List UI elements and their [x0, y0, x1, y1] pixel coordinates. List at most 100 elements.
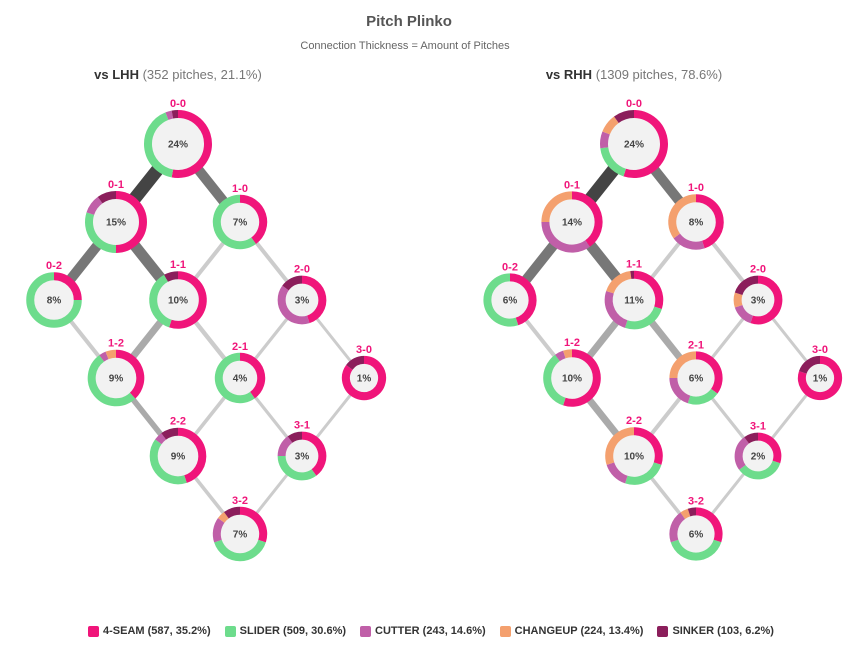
donut-segment-slider — [600, 147, 627, 177]
node-count-label: 1-0 — [688, 182, 704, 194]
count-node-3-0: 1% 3-0 — [341, 344, 387, 401]
legend-label: SINKER (103, 6.2%) — [672, 625, 774, 637]
node-center — [31, 277, 77, 323]
donut-segment-cutter — [555, 350, 566, 362]
donut-segment-slider — [26, 272, 82, 328]
donut-segment-4-seam — [633, 270, 664, 310]
donut-segment-changeup — [563, 349, 573, 359]
legend-swatch — [88, 625, 100, 637]
node-center — [488, 278, 532, 322]
legend-item-sinker[interactable]: SINKER (103, 6.2%) — [657, 625, 774, 637]
node-center — [282, 280, 322, 320]
node-count-label: 1-1 — [170, 259, 186, 271]
node-pct-label: 8% — [47, 296, 62, 307]
donut-segment-4-seam — [239, 194, 268, 245]
count-node-2-1: 6% 2-1 — [669, 339, 723, 405]
node-count-label: 3-1 — [294, 420, 310, 432]
donut-segment-changeup — [541, 191, 573, 223]
node-center — [610, 432, 658, 480]
count-node-1-2: 9% 1-2 — [87, 338, 145, 407]
node-center — [548, 354, 596, 402]
node-pct-label: 1% — [357, 374, 372, 385]
donut-segment-cutter — [86, 196, 103, 216]
donut-segment-4-seam — [509, 273, 537, 326]
panel-title-bold: vs LHH — [94, 67, 142, 82]
donut-segment-sinker — [161, 427, 179, 440]
donut-segment-changeup — [606, 270, 632, 294]
donut-segment-slider — [214, 352, 255, 404]
node-center — [217, 511, 263, 557]
node-pct-label: 14% — [562, 218, 582, 229]
donut-segment-cutter — [734, 437, 750, 470]
legend-item-4-seam[interactable]: 4-SEAM (587, 35.2%) — [88, 625, 211, 637]
legend-item-slider[interactable]: SLIDER (509, 30.6%) — [224, 625, 347, 637]
donut-segment-slider — [85, 212, 117, 254]
donut-segment-cutter — [99, 351, 109, 362]
donut-segment-slider — [624, 306, 662, 330]
node-count-label: 2-0 — [294, 264, 310, 276]
donut-segment-slider — [625, 462, 662, 485]
count-node-3-0: 1% 3-0 — [797, 344, 843, 401]
donut-segment-sinker — [224, 506, 241, 519]
node-center — [219, 357, 261, 399]
donut-segment-slider — [149, 439, 187, 485]
legend-swatch — [499, 625, 511, 637]
donut-segment-slider — [687, 388, 718, 405]
node-pct-label: 3% — [295, 296, 310, 307]
count-node-2-2: 9% 2-2 — [149, 416, 207, 485]
donut-segment-cutter — [604, 290, 628, 328]
donut-segment-sinker — [171, 110, 179, 119]
count-node-0-1: 14% 0-1 — [541, 179, 603, 253]
legend-item-cutter[interactable]: CUTTER (243, 14.6%) — [360, 625, 486, 637]
node-count-label: 2-2 — [170, 416, 186, 428]
donut-segment-slider — [87, 355, 136, 407]
node-pct-label: 9% — [171, 452, 186, 463]
node-center — [605, 115, 663, 173]
node-pct-label: 10% — [562, 374, 582, 385]
node-center — [546, 196, 598, 248]
node-pct-label: 1% — [813, 374, 828, 385]
node-count-label: 3-1 — [750, 421, 766, 433]
donut-segment-4-seam — [571, 191, 603, 247]
node-count-label: 3-2 — [232, 495, 248, 507]
donut-segment-4-seam — [623, 110, 668, 178]
donut-segment-4-seam — [301, 275, 327, 324]
node-center — [674, 512, 718, 556]
node-count-label: 2-1 — [688, 339, 704, 351]
node-pct-label: 9% — [109, 374, 124, 385]
node-count-label: 0-2 — [502, 261, 518, 273]
panel-title-detail: (352 pitches, 21.1%) — [143, 67, 262, 82]
node-center — [739, 437, 777, 475]
donut-segment-changeup — [668, 194, 697, 239]
node-pct-label: 6% — [689, 530, 704, 541]
count-node-1-1: 11% 1-1 — [604, 259, 664, 330]
count-node-1-0: 7% 1-0 — [212, 183, 268, 250]
count-node-1-0: 8% 1-0 — [668, 182, 724, 250]
count-node-3-1: 3% 3-1 — [277, 420, 327, 481]
donut-segment-changeup — [605, 427, 635, 465]
node-count-label: 0-0 — [626, 98, 642, 110]
donut-segment-slider — [543, 354, 566, 406]
node-center — [282, 436, 322, 476]
donut-segment-cutter — [673, 233, 705, 250]
node-pct-label: 24% — [168, 140, 188, 151]
legend-label: SLIDER (509, 30.6%) — [239, 625, 347, 637]
donut-segment-slider — [739, 460, 781, 480]
node-count-label: 3-0 — [356, 344, 372, 356]
chart-legend: 4-SEAM (587, 35.2%) SLIDER (509, 30.6%) CU… — [0, 621, 862, 641]
legend-item-changeup[interactable]: CHANGEUP (224, 13.4%) — [499, 625, 643, 637]
donut-segment-4-seam — [695, 351, 723, 394]
node-pct-label: 8% — [689, 218, 704, 229]
donut-segment-sinker — [798, 355, 821, 374]
node-count-label: 0-2 — [46, 260, 62, 272]
donut-segment-cutter — [277, 436, 293, 457]
donut-segment-4-seam — [115, 349, 145, 399]
donut-segment-4-seam — [695, 507, 723, 543]
node-pct-label: 24% — [624, 140, 644, 151]
count-node-0-2: 8% 0-2 — [26, 260, 82, 328]
panel-title-detail: (1309 pitches, 78.6%) — [596, 67, 722, 82]
donut-segment-sinker — [282, 275, 303, 291]
node-pct-label: 10% — [168, 296, 188, 307]
donut-segment-changeup — [669, 351, 697, 379]
node-count-label: 2-0 — [750, 264, 766, 276]
